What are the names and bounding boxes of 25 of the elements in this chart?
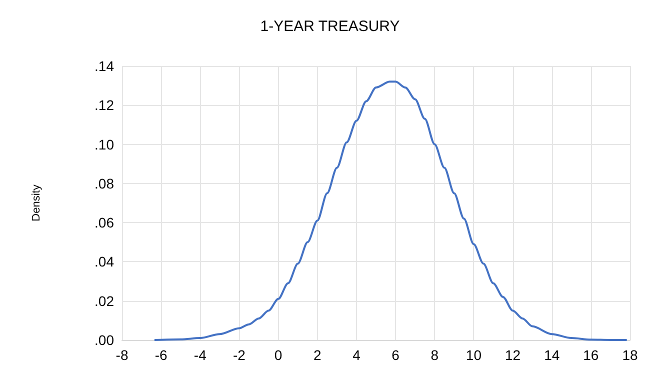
y-tick-label: .10 [94, 136, 114, 152]
y-tick-label: .12 [94, 97, 114, 114]
chart-title: 1-YEAR TREASURY [260, 18, 400, 35]
line-series [154, 80, 628, 341]
x-tick-label: 16 [583, 347, 599, 363]
y-tick-label: .04 [94, 254, 114, 270]
x-tick-label: -2 [233, 347, 246, 363]
x-tick-label: 10 [466, 347, 482, 363]
x-tick-label: 2 [313, 347, 322, 363]
x-tick-label: 14 [544, 347, 560, 363]
x-tick-label: 12 [504, 347, 521, 363]
x-tick-label: 0 [274, 347, 282, 363]
x-tick-label: -6 [154, 347, 168, 363]
y-tick-label: .08 [94, 175, 114, 192]
x-tick-label: 8 [430, 347, 439, 363]
y-tick-label: .06 [94, 214, 114, 231]
y-tick-label: .02 [94, 292, 114, 309]
x-tick-label: -8 [116, 347, 128, 363]
x-tick-label: 18 [622, 347, 638, 363]
y-axis-title: Density [30, 184, 42, 222]
x-tick-label: -4 [194, 347, 207, 363]
x-tick-label: 6 [392, 347, 400, 363]
y-tick-label: .00 [94, 332, 114, 348]
x-tick-label: 4 [352, 347, 361, 363]
y-tick-label: .14 [94, 58, 114, 74]
